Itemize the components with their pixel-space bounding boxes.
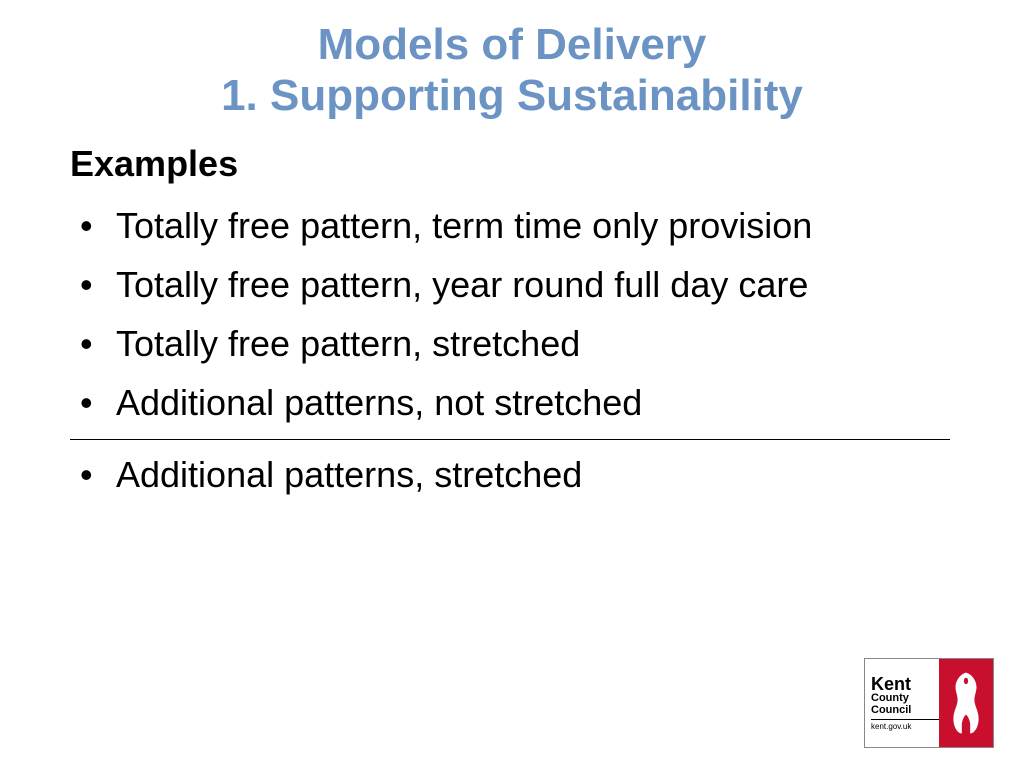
- bullet-list-above: Totally free pattern, term time only pro…: [70, 203, 954, 425]
- bullet-list-below: Additional patterns, stretched: [70, 452, 954, 497]
- kent-county-council-logo: Kent County Council kent.gov.uk: [864, 658, 994, 748]
- bullet-item: Totally free pattern, stretched: [70, 321, 954, 366]
- bullet-item: Totally free pattern, year round full da…: [70, 262, 954, 307]
- horse-icon: [945, 668, 987, 738]
- logo-line-1: Kent: [871, 675, 939, 693]
- bullet-item: Additional patterns, stretched: [70, 452, 954, 497]
- logo-text-block: Kent County Council kent.gov.uk: [865, 659, 939, 747]
- bullet-item: Totally free pattern, term time only pro…: [70, 203, 954, 248]
- logo-crest: [939, 659, 993, 747]
- title-block: Models of Delivery 1. Supporting Sustain…: [70, 20, 954, 121]
- divider-line: [70, 439, 950, 440]
- title-line-2: 1. Supporting Sustainability: [70, 71, 954, 122]
- title-line-1: Models of Delivery: [70, 20, 954, 71]
- logo-url: kent.gov.uk: [871, 719, 939, 731]
- logo-line-3: Council: [871, 705, 939, 717]
- slide: Models of Delivery 1. Supporting Sustain…: [0, 0, 1024, 768]
- subheading: Examples: [70, 143, 954, 185]
- bullet-item: Additional patterns, not stretched: [70, 380, 954, 425]
